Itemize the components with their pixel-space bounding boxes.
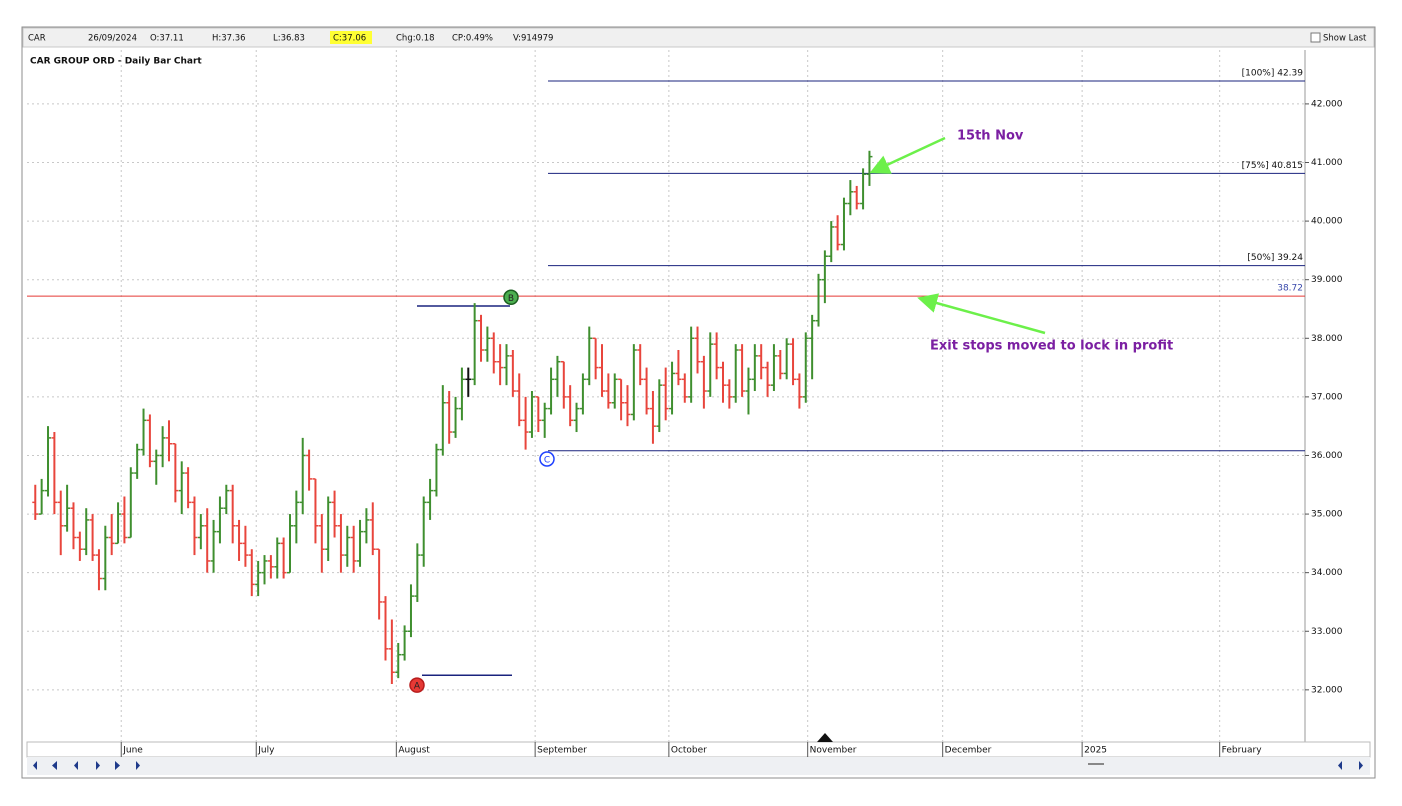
annotation-arrow [869, 136, 946, 174]
y-tick-label: 42.000 [1311, 99, 1343, 109]
annotation-arrow [917, 293, 1046, 335]
nav-left[interactable] [1338, 761, 1342, 770]
nav-right[interactable] [1359, 761, 1363, 770]
y-tick-label: 41.000 [1311, 158, 1343, 168]
fib-label: [100%] 42.39 [1242, 69, 1304, 79]
high: H:37.36 [212, 34, 246, 44]
annotation: 15th Nov [957, 129, 1024, 144]
y-tick-label: 36.000 [1311, 451, 1343, 461]
nav-last[interactable] [136, 761, 140, 770]
volume: V:914979 [513, 34, 553, 44]
checkbox[interactable] [1310, 32, 1321, 43]
x-tick-label: June [122, 746, 143, 756]
y-tick-label: 32.000 [1311, 685, 1343, 695]
current-marker [817, 733, 833, 742]
change: Chg:0.18 [396, 34, 435, 44]
nav-first[interactable] [33, 761, 37, 770]
pivot-label: B [508, 294, 514, 304]
x-tick-label: February [1222, 746, 1263, 756]
scroll-thumb[interactable] [1088, 763, 1104, 765]
close: C:37.06 [333, 34, 366, 44]
pivot-point [539, 451, 555, 467]
nav-buttons[interactable] [33, 761, 1363, 770]
y-tick-label: 34.000 [1311, 568, 1343, 578]
chart-title: CAR GROUP ORD - Daily Bar Chart [30, 57, 202, 67]
show-last[interactable]: Show Last [1323, 34, 1367, 44]
pivot-point [409, 677, 425, 693]
x-tick-label: December [945, 746, 992, 756]
nav-prev-page[interactable] [52, 761, 57, 770]
y-tick-label: 37.000 [1311, 392, 1343, 402]
symbol: CAR [28, 34, 46, 44]
pivot-label: C [544, 455, 550, 465]
close-highlight [330, 31, 372, 44]
pivot-point [503, 289, 519, 306]
fib-label: [75%] 40.815 [1242, 161, 1303, 171]
y-tick-label: 38.000 [1311, 334, 1343, 344]
header: CAR 26/09/2024 O:37.11 H:37.36 L:36.83 C… [28, 31, 1367, 44]
low: L:36.83 [273, 34, 305, 44]
y-tick-label: 33.000 [1311, 627, 1343, 637]
y-tick-label: 40.000 [1311, 217, 1343, 227]
y-tick-label: 39.000 [1311, 275, 1343, 285]
nav-bar [27, 757, 1370, 775]
x-tick-label: November [810, 746, 857, 756]
x-tick-label: September [537, 746, 587, 756]
nav-prev[interactable] [74, 761, 78, 770]
fib-label: [50%] 39.24 [1247, 253, 1303, 263]
nav-next-page[interactable] [115, 761, 120, 770]
pivot-label: A [414, 682, 421, 692]
open: O:37.11 [150, 34, 184, 44]
x-tick-label: October [671, 746, 707, 756]
annotation: Exit stops moved to lock in profit [930, 339, 1173, 354]
y-tick-label: 35.000 [1311, 510, 1343, 520]
x-tick-label: 2025 [1084, 746, 1107, 756]
nav-next[interactable] [96, 761, 100, 770]
change-pct: CP:0.49% [452, 34, 493, 44]
stop-label: 38.72 [1277, 284, 1303, 294]
date: 26/09/2024 [88, 34, 137, 44]
x-tick-label: August [398, 746, 430, 756]
x-tick-label: July [257, 746, 275, 756]
